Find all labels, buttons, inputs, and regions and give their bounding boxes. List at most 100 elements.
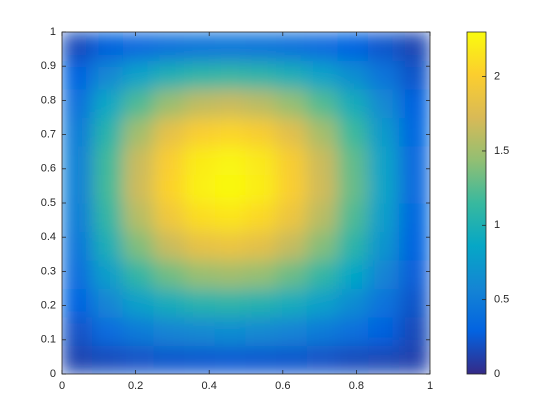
colorbar-tick-label: 0 xyxy=(494,368,500,380)
heat-cell xyxy=(62,174,94,204)
heat-cell xyxy=(122,174,155,204)
heat-cell xyxy=(306,259,339,289)
heat-cell xyxy=(398,145,430,175)
heat-cell xyxy=(62,259,94,289)
x-tick-label: 0.8 xyxy=(349,380,364,392)
heat-cell xyxy=(184,32,216,61)
heat-cell xyxy=(306,32,339,61)
heat-cell xyxy=(214,288,247,318)
heat-cell xyxy=(398,231,430,261)
heat-cell xyxy=(398,174,430,204)
heat-cell xyxy=(337,202,370,232)
heat-cell xyxy=(92,231,124,261)
heat-cell xyxy=(153,117,186,147)
heat-cell xyxy=(62,231,94,261)
y-tick-label: 0.8 xyxy=(41,94,56,106)
heat-cell xyxy=(122,288,155,318)
heat-cell xyxy=(153,345,186,374)
heat-cell xyxy=(398,88,430,118)
heat-cell xyxy=(122,88,155,118)
heat-cell xyxy=(92,345,124,374)
heat-cell xyxy=(214,231,247,261)
heat-cell xyxy=(368,288,400,318)
colorbar-tick-label: 1.5 xyxy=(494,145,509,157)
heat-cell xyxy=(122,316,155,346)
heat-cell xyxy=(153,231,186,261)
colorbar-tick-label: 1 xyxy=(494,219,500,231)
heat-cell xyxy=(398,60,430,90)
heat-cell xyxy=(368,145,400,175)
colorbar xyxy=(466,31,487,375)
heat-cell xyxy=(214,202,247,232)
heat-cell xyxy=(337,117,370,147)
y-tick-label: 0.6 xyxy=(41,163,56,175)
heat-cell xyxy=(337,145,370,175)
heat-cell xyxy=(306,231,339,261)
colorbar-tick-label: 0.5 xyxy=(494,294,509,306)
heat-cell xyxy=(245,345,278,374)
heat-cell xyxy=(306,316,339,346)
heat-cell xyxy=(276,60,308,90)
heat-cell xyxy=(122,259,155,289)
heat-cell xyxy=(153,288,186,318)
heat-cell xyxy=(214,32,247,61)
heat-cell xyxy=(398,259,430,289)
heat-cell xyxy=(184,145,216,175)
heatmap xyxy=(62,32,430,374)
heat-cell xyxy=(122,32,155,61)
y-tick-label: 1 xyxy=(50,26,56,38)
heat-cell xyxy=(337,174,370,204)
heat-cell xyxy=(276,202,308,232)
heat-cell xyxy=(276,231,308,261)
heat-cell xyxy=(337,88,370,118)
heat-cell xyxy=(368,231,400,261)
heat-cell xyxy=(153,145,186,175)
heat-cell xyxy=(245,174,278,204)
heat-cell xyxy=(398,316,430,346)
y-tick-label: 0.4 xyxy=(41,231,56,243)
heat-cell xyxy=(92,145,124,175)
heat-cell xyxy=(153,316,186,346)
heat-cell xyxy=(306,117,339,147)
heat-cell xyxy=(337,32,370,61)
heat-cell xyxy=(92,259,124,289)
heat-cell xyxy=(62,202,94,232)
heat-cell xyxy=(184,88,216,118)
heat-cell xyxy=(214,117,247,147)
heat-cell xyxy=(184,117,216,147)
heat-cell xyxy=(214,174,247,204)
heat-cell xyxy=(306,60,339,90)
heat-cell xyxy=(398,32,430,61)
heat-cell xyxy=(368,316,400,346)
heat-cell xyxy=(92,60,124,90)
heat-cell xyxy=(62,60,94,90)
heat-cell xyxy=(122,145,155,175)
heat-cell xyxy=(276,145,308,175)
heat-cell xyxy=(245,259,278,289)
heat-cell xyxy=(122,202,155,232)
heat-cell xyxy=(92,32,124,61)
heat-cell xyxy=(276,288,308,318)
heat-cell xyxy=(245,117,278,147)
heat-cell xyxy=(62,117,94,147)
heat-cell xyxy=(62,345,94,374)
heat-cell xyxy=(214,88,247,118)
heat-cell xyxy=(337,60,370,90)
heat-cell xyxy=(184,259,216,289)
heat-cell xyxy=(368,88,400,118)
heat-cell xyxy=(337,259,370,289)
heat-cell xyxy=(214,345,247,374)
heat-cell xyxy=(62,32,94,61)
heat-cell xyxy=(245,32,278,61)
heat-cell xyxy=(306,345,339,374)
heat-cell xyxy=(276,174,308,204)
heat-cell xyxy=(368,202,400,232)
heat-cell xyxy=(368,32,400,61)
heat-cell xyxy=(245,316,278,346)
heat-cell xyxy=(92,174,124,204)
heat-cell xyxy=(368,259,400,289)
heat-cell xyxy=(153,174,186,204)
heat-cell xyxy=(337,345,370,374)
heat-cell xyxy=(184,60,216,90)
x-tick-label: 0.2 xyxy=(128,380,143,392)
